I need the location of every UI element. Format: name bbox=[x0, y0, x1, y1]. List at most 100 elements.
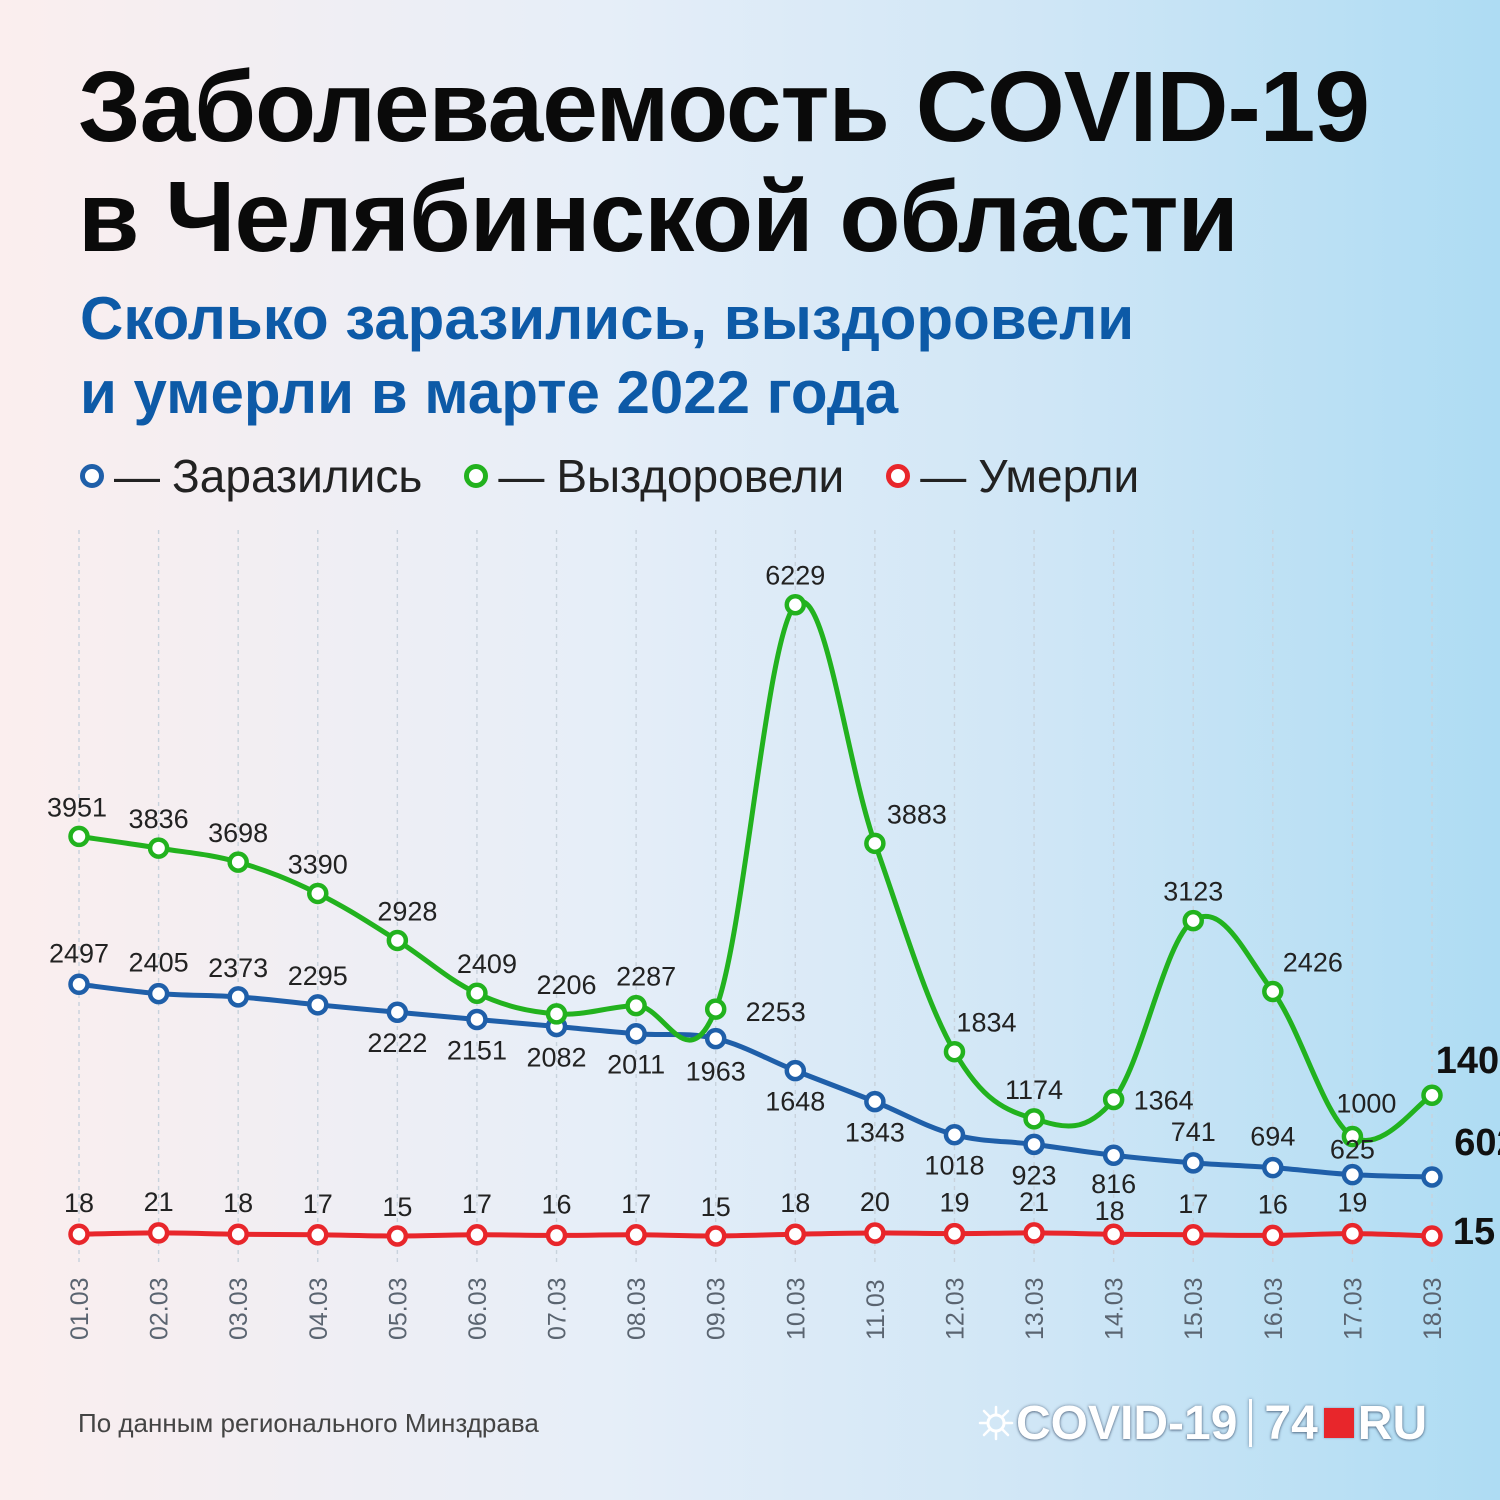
tick-label-17.03: 17.03 bbox=[1339, 1277, 1367, 1340]
point-recovered-04.03 bbox=[307, 882, 329, 905]
legend-dash-deaths: — bbox=[920, 450, 967, 502]
label-infected-13.03: 923 bbox=[1012, 1160, 1057, 1190]
label-recovered-17.03: 1000 bbox=[1336, 1089, 1396, 1119]
label-recovered-09.03: 2253 bbox=[746, 997, 806, 1027]
tick-label-04.03: 04.03 bbox=[305, 1277, 333, 1340]
label-recovered-01.03: 3951 bbox=[47, 792, 107, 822]
label-recovered-13.03: 1174 bbox=[1005, 1075, 1063, 1105]
page-title: Заболеваемость COVID-19 в Челябинской об… bbox=[78, 52, 1488, 272]
label-deaths-02.03: 21 bbox=[144, 1187, 174, 1217]
point-recovered-12.03 bbox=[943, 1040, 966, 1063]
tick-label-08.03: 08.03 bbox=[623, 1277, 651, 1340]
tick-label-15.03: 15.03 bbox=[1180, 1277, 1208, 1340]
label-deaths-06.03: 17 bbox=[462, 1189, 492, 1219]
tick-label-05.03: 05.03 bbox=[384, 1277, 412, 1340]
title-line-1: Заболеваемость COVID-19 bbox=[78, 51, 1370, 163]
point-infected-04.03 bbox=[307, 994, 329, 1016]
point-deaths-08.03 bbox=[625, 1224, 647, 1246]
point-infected-09.03 bbox=[704, 1027, 727, 1050]
label-infected-14.03: 816 bbox=[1091, 1169, 1136, 1199]
legend-label-deaths: Умерли bbox=[978, 450, 1140, 502]
legend-item-infected: — Заразились bbox=[80, 449, 422, 503]
logo-separator bbox=[1249, 1399, 1253, 1447]
brand-logo: COVID-19 74 RU bbox=[978, 1388, 1427, 1458]
label-infected-08.03: 2011 bbox=[607, 1050, 665, 1080]
series-points bbox=[68, 593, 1443, 1247]
label-infected-09.03: 1963 bbox=[686, 1057, 746, 1087]
legend-marker-deaths bbox=[886, 464, 911, 488]
tick-label-02.03: 02.03 bbox=[146, 1277, 174, 1340]
label-deaths-13.03: 21 bbox=[1019, 1187, 1049, 1217]
logo-covid-text: COVID-19 bbox=[1016, 1396, 1238, 1450]
legend-item-recovered: — Выздоровели bbox=[464, 449, 844, 503]
legend-marker-recovered bbox=[464, 464, 489, 488]
x-axis-ticks: 01.03 02.03 03.03 04.03 05.03 06.03 07.03 08.03… bbox=[66, 1277, 1447, 1340]
point-recovered-14.03 bbox=[1102, 1088, 1125, 1111]
tick-label-06.03: 06.03 bbox=[464, 1277, 492, 1340]
point-deaths-09.03 bbox=[704, 1225, 727, 1247]
point-infected-13.03 bbox=[1023, 1133, 1045, 1156]
tick-label-12.03: 12.03 bbox=[941, 1277, 969, 1340]
point-deaths-07.03 bbox=[545, 1224, 568, 1247]
point-deaths-14.03 bbox=[1102, 1223, 1125, 1245]
label-deaths-09.03: 15 bbox=[701, 1192, 731, 1222]
logo-74-text: 74 bbox=[1264, 1396, 1318, 1450]
point-infected-16.03 bbox=[1262, 1156, 1284, 1179]
label-deaths-17.03: 19 bbox=[1337, 1188, 1367, 1218]
tick-label-09.03: 09.03 bbox=[703, 1277, 731, 1340]
label-recovered-10.03: 6229 bbox=[765, 561, 825, 591]
point-deaths-06.03 bbox=[466, 1224, 488, 1246]
series-line-recovered bbox=[76, 599, 1435, 1143]
label-recovered-16.03: 2426 bbox=[1283, 947, 1343, 977]
point-deaths-01.03 bbox=[68, 1223, 90, 1245]
legend-dash-recovered: — bbox=[498, 450, 545, 502]
point-infected-10.03 bbox=[784, 1059, 807, 1082]
point-recovered-03.03 bbox=[227, 851, 249, 873]
label-deaths-04.03: 17 bbox=[303, 1189, 333, 1219]
source-note: По данным регионального Минздрава bbox=[78, 1408, 539, 1438]
point-recovered-08.03 bbox=[625, 994, 647, 1017]
logo-ru-text: RU bbox=[1357, 1396, 1428, 1450]
point-deaths-05.03 bbox=[386, 1225, 409, 1247]
point-infected-01.03 bbox=[68, 973, 90, 996]
label-recovered-15.03: 3123 bbox=[1163, 877, 1223, 907]
label-recovered-08.03: 2287 bbox=[616, 962, 676, 992]
tick-label-03.03: 03.03 bbox=[225, 1277, 253, 1340]
point-infected-06.03 bbox=[466, 1008, 488, 1031]
label-deaths-03.03: 18 bbox=[223, 1188, 253, 1218]
point-recovered-09.03 bbox=[704, 998, 727, 1020]
label-infected-10.03: 1648 bbox=[765, 1087, 825, 1117]
point-infected-08.03 bbox=[625, 1022, 647, 1045]
legend-item-deaths: — Умерли bbox=[886, 449, 1139, 503]
label-recovered-11.03: 3883 bbox=[887, 799, 947, 829]
page-subtitle: Сколько заразились, выздоровели и умерли… bbox=[80, 282, 1480, 430]
label-infected-03.03: 2373 bbox=[208, 953, 268, 983]
label-infected-17.03: 625 bbox=[1330, 1135, 1375, 1165]
legend-label-infected: Заразились bbox=[172, 450, 423, 502]
point-infected-11.03 bbox=[864, 1090, 886, 1113]
tick-label-13.03: 13.03 bbox=[1021, 1277, 1049, 1340]
point-recovered-02.03 bbox=[147, 837, 170, 859]
point-recovered-13.03 bbox=[1023, 1108, 1045, 1130]
point-deaths-16.03 bbox=[1262, 1224, 1284, 1247]
legend-dash-infected: — bbox=[114, 450, 160, 502]
point-deaths-10.03 bbox=[784, 1223, 807, 1245]
label-deaths-12.03: 19 bbox=[939, 1188, 969, 1218]
label-recovered-14.03: 1364 bbox=[1134, 1086, 1194, 1116]
label-infected-07.03: 2082 bbox=[526, 1042, 586, 1072]
label-infected-05.03: 2222 bbox=[367, 1028, 427, 1058]
label-deaths-10.03: 18 bbox=[780, 1188, 810, 1218]
point-infected-12.03 bbox=[943, 1123, 966, 1146]
label-infected-15.03: 741 bbox=[1171, 1117, 1216, 1147]
point-recovered-17.03 bbox=[1341, 1125, 1364, 1148]
point-recovered-18.03 bbox=[1421, 1084, 1443, 1106]
point-infected-03.03 bbox=[227, 986, 249, 1008]
point-infected-15.03 bbox=[1182, 1152, 1204, 1174]
point-recovered-07.03 bbox=[545, 1003, 568, 1025]
point-infected-17.03 bbox=[1341, 1163, 1364, 1186]
point-recovered-06.03 bbox=[466, 982, 488, 1004]
label-deaths-14.03: 18 bbox=[1095, 1196, 1125, 1226]
point-recovered-11.03 bbox=[864, 832, 886, 855]
point-deaths-12.03 bbox=[943, 1222, 966, 1245]
